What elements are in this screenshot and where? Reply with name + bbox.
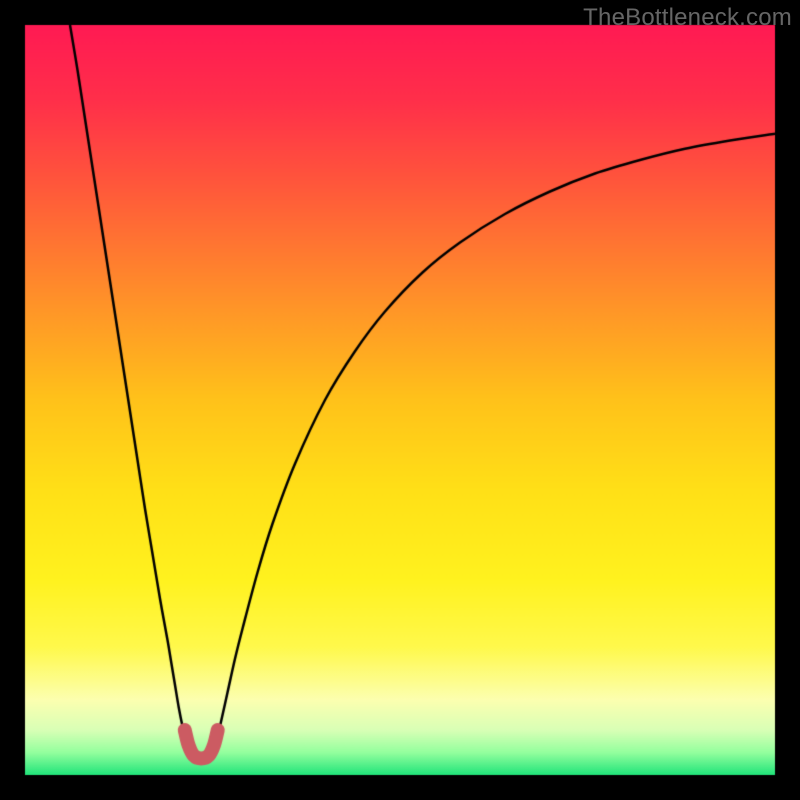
bottleneck-curve-chart	[0, 0, 800, 800]
chart-stage: TheBottleneck.com	[0, 0, 800, 800]
watermark-text: TheBottleneck.com	[583, 4, 792, 32]
